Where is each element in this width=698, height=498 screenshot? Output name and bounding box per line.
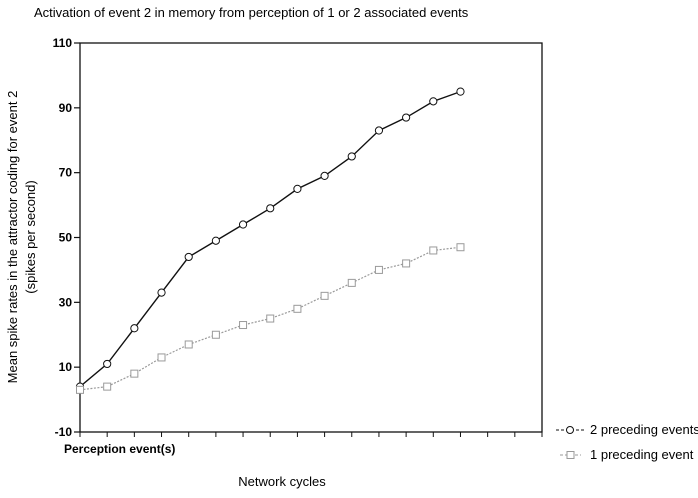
legend-item-2-preceding-events: 2 preceding events (556, 422, 698, 437)
legend: 2 preceding events 1 preceding event (556, 422, 698, 462)
data-point-2-preceding-events (211, 236, 220, 245)
data-point-2-preceding-events (293, 184, 302, 193)
data-point-2-preceding-events (130, 324, 139, 333)
data-point-1-preceding-event (76, 385, 84, 394)
data-point-2-preceding-events (456, 87, 465, 96)
x-start-label: Perception event(s) (64, 442, 175, 456)
data-point-1-preceding-event (347, 278, 356, 287)
chart-title: Activation of event 2 in memory from per… (34, 5, 469, 20)
data-point-1-preceding-event (266, 314, 275, 323)
data-point-1-preceding-event (103, 382, 112, 391)
data-point-2-preceding-events (347, 152, 356, 161)
data-point-1-preceding-event (456, 243, 465, 252)
y-tick-label: 90 (59, 101, 73, 115)
data-point-1-preceding-event (184, 340, 193, 349)
data-point-2-preceding-events (320, 171, 329, 181)
y-axis-ticks: -10 10 30 50 70 90 110 (53, 36, 80, 439)
data-point-1-preceding-event (157, 353, 166, 362)
data-point-2-preceding-events (184, 252, 193, 262)
legend-item-1-preceding-event: 1 preceding event (560, 447, 694, 462)
legend-label-1-preceding-event: 1 preceding event (590, 447, 694, 462)
data-point-2-preceding-events (266, 204, 275, 213)
y-tick-label: 10 (59, 360, 73, 374)
data-point-2-preceding-events (374, 126, 384, 135)
plot-border (79, 42, 543, 433)
plot-area (79, 42, 543, 433)
legend-marker-2-preceding-events (566, 426, 574, 434)
y-tick-label: 110 (53, 36, 73, 50)
data-point-1-preceding-event (429, 246, 438, 255)
y-axis-label-line-1: Mean spike rates in the attractor coding… (5, 91, 20, 384)
x-axis-label: Network cycles (238, 474, 326, 489)
series-layer (75, 87, 465, 394)
data-point-2-preceding-events (429, 97, 438, 106)
data-point-2-preceding-events (103, 359, 112, 369)
data-point-1-preceding-event (239, 321, 248, 330)
data-point-2-preceding-events (402, 113, 411, 122)
data-point-1-preceding-event (320, 291, 329, 300)
data-point-1-preceding-event (130, 369, 139, 378)
series-line-2-preceding-events (79, 90, 461, 388)
y-axis-label-line-2: (spikes per second) (23, 180, 38, 293)
y-tick-label: 50 (59, 231, 73, 245)
data-point-1-preceding-event (374, 265, 383, 274)
data-point-2-preceding-events (157, 288, 166, 297)
y-tick-label: 70 (59, 166, 73, 180)
y-tick-label: 30 (59, 295, 73, 309)
data-point-1-preceding-event (211, 330, 220, 339)
data-point-1-preceding-event (293, 304, 302, 313)
data-point-2-preceding-events (238, 220, 248, 229)
y-tick-label: -10 (55, 425, 73, 439)
legend-marker-1-preceding-event (566, 451, 575, 459)
data-point-1-preceding-event (402, 259, 411, 268)
x-axis-ticks (79, 432, 543, 437)
legend-label-2-preceding-events: 2 preceding events (590, 422, 698, 437)
